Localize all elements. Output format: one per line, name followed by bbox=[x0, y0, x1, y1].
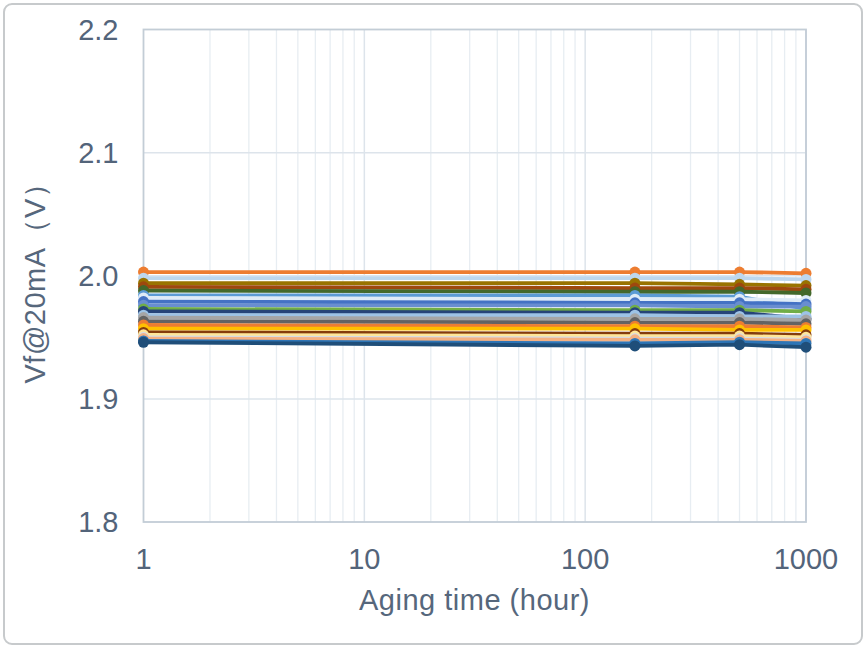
x-tick-label: 100 bbox=[561, 543, 609, 575]
y-tick-label: 1.8 bbox=[78, 506, 118, 538]
series-01-line bbox=[144, 272, 807, 273]
y-axis-title: Vf@20mA（V） bbox=[16, 169, 56, 384]
series-16-line bbox=[144, 329, 807, 330]
chart: 1.8 1.9 2.0 2.1 2.2 1 10 100 1000 Aging time (ho… bbox=[0, 0, 866, 648]
series-22-marker bbox=[138, 337, 149, 348]
y-tick-label: 2.0 bbox=[78, 260, 118, 292]
x-tick-label: 10 bbox=[348, 543, 380, 575]
series-lines bbox=[138, 267, 812, 353]
series-22-marker bbox=[734, 339, 745, 350]
gridlines bbox=[144, 30, 807, 523]
y-tick-label: 2.2 bbox=[78, 14, 118, 46]
y-tick-label: 1.9 bbox=[78, 383, 118, 415]
chart-canvas: 1.8 1.9 2.0 2.1 2.2 1 10 100 1000 bbox=[0, 0, 866, 648]
series-22-marker bbox=[801, 342, 812, 353]
series-09-line bbox=[144, 305, 807, 306]
x-tick-label: 1 bbox=[135, 543, 151, 575]
series-05-line bbox=[144, 291, 807, 293]
series-02-line bbox=[144, 278, 807, 279]
x-tick-label: 1000 bbox=[774, 543, 839, 575]
series-22-marker bbox=[629, 340, 640, 351]
y-tick-label: 2.1 bbox=[78, 137, 118, 169]
x-axis-title: Aging time (hour) bbox=[143, 584, 806, 617]
